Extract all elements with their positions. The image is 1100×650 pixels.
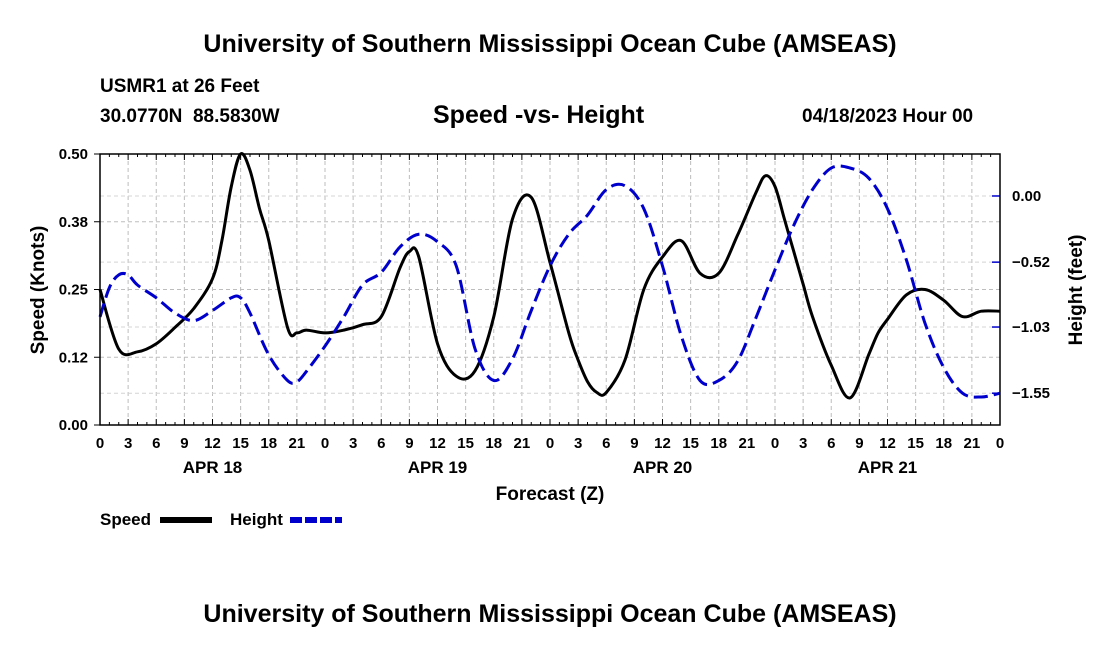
y-left-tick-label: 0.12 <box>59 349 88 366</box>
x-tick-label: 12 <box>654 435 671 452</box>
series-line-speed <box>98 152 1001 400</box>
y-axis-left: 0.00 0.12 0.25 0.38 0.50 <box>59 146 100 434</box>
day-label: APR 21 <box>858 458 918 477</box>
x-tick-label: 12 <box>429 435 446 452</box>
x-tick-label: 0 <box>96 435 104 452</box>
x-tick-label: 15 <box>907 435 924 452</box>
x-tick-label: 15 <box>457 435 474 452</box>
x-tick-label: 15 <box>682 435 699 452</box>
x-tick-label: 3 <box>574 435 582 452</box>
x-tick-label: 6 <box>827 435 835 452</box>
x-tick-label: 9 <box>180 435 188 452</box>
x-tick-label: 21 <box>289 435 306 452</box>
day-label: APR 19 <box>408 458 468 477</box>
station-coordinates: 30.0770N 88.5830W <box>100 106 280 127</box>
y-right-tick-label: −0.52 <box>1012 254 1050 271</box>
x-tick-label: 6 <box>377 435 385 452</box>
chart-subtitle: Speed -vs- Height <box>433 101 645 129</box>
x-tick-label: 21 <box>514 435 531 452</box>
y-left-tick-label: 0.25 <box>59 282 88 299</box>
x-tick-label: 18 <box>935 435 952 452</box>
x-tick-label: 18 <box>485 435 502 452</box>
y-axis-right-title: Height (feet) <box>1066 235 1087 346</box>
day-label: APR 20 <box>633 458 693 477</box>
x-tick-label: 9 <box>405 435 413 452</box>
x-tick-label: 18 <box>710 435 727 452</box>
x-tick-label: 21 <box>739 435 756 452</box>
plot-frame <box>99 153 1001 426</box>
x-tick-label: 15 <box>232 435 249 452</box>
x-tick-label: 6 <box>602 435 610 452</box>
y-axis-left-title: Speed (Knots) <box>28 226 49 355</box>
x-tick-label: 0 <box>321 435 329 452</box>
station-label: USMR1 at 26 Feet <box>100 76 260 97</box>
x-tick-label: 0 <box>996 435 1004 452</box>
footer-title: University of Southern Mississippi Ocean… <box>203 600 897 628</box>
y-left-tick-label: 0.00 <box>59 417 88 434</box>
x-tick-label: 3 <box>799 435 807 452</box>
chart-title: University of Southern Mississippi Ocean… <box>203 30 897 58</box>
x-tick-label: 0 <box>546 435 554 452</box>
y-right-tick-label: 0.00 <box>1012 188 1041 205</box>
x-axis-title: Forecast (Z) <box>496 484 605 505</box>
y-left-tick-label: 0.50 <box>59 146 88 163</box>
x-tick-label: 3 <box>124 435 132 452</box>
y-right-tick-label: −1.03 <box>1012 319 1050 336</box>
x-tick-label: 0 <box>771 435 779 452</box>
speed-height-chart: 0 3 6 9 12 15 18 21 0 3 6 9 12 15 18 21 0 3 6 9 12 15 18 21 0 3 6 9… <box>28 146 1087 529</box>
x-tick-label: 3 <box>349 435 357 452</box>
grid <box>100 154 1000 425</box>
legend-speed-label: Speed <box>100 510 151 529</box>
x-tick-label: 6 <box>152 435 160 452</box>
legend: Speed Height <box>100 510 342 529</box>
x-axis: 0 3 6 9 12 15 18 21 0 3 6 9 12 15 18 21 0 3 6 9 12 15 18 21 0 3 6 9… <box>96 154 1004 477</box>
x-tick-label: 21 <box>964 435 981 452</box>
x-tick-label: 9 <box>630 435 638 452</box>
forecast-run-time: 04/18/2023 Hour 00 <box>802 106 974 127</box>
y-right-tick-label: −1.55 <box>1012 385 1050 402</box>
y-axis-right: 0.00 −0.52 −1.03 −1.55 <box>992 188 1050 402</box>
series-group <box>98 152 1001 400</box>
x-tick-label: 12 <box>204 435 221 452</box>
x-tick-label: 18 <box>260 435 277 452</box>
day-label: APR 18 <box>183 458 243 477</box>
legend-height-label: Height <box>230 510 283 529</box>
x-tick-label: 9 <box>855 435 863 452</box>
x-tick-label: 12 <box>879 435 896 452</box>
y-left-tick-label: 0.38 <box>59 214 88 231</box>
